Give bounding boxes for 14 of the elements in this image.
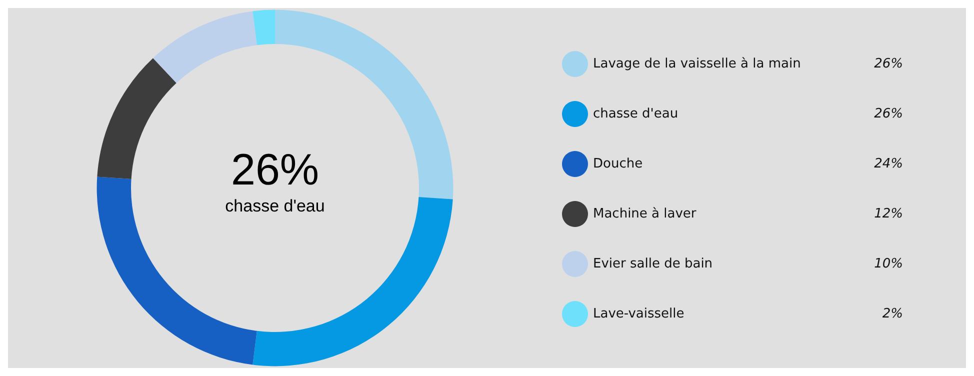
data-label: 2% (882, 306, 903, 322)
data-label: 26% (874, 56, 903, 72)
text: chasse d'eau (225, 196, 325, 216)
legend-label: Lavage de la vaisselle à la main (593, 56, 801, 72)
data-label: 24% (874, 156, 903, 172)
text: 26% (230, 146, 320, 194)
legend-label: Machine à laver (593, 206, 697, 222)
legend-label: Douche (593, 156, 643, 172)
data-label: 26% (874, 106, 903, 122)
legend-label: Evier salle de bain (593, 256, 713, 272)
data-label: 12% (874, 206, 903, 222)
legend-label: chasse d'eau (593, 106, 678, 122)
data-label: 10% (874, 256, 903, 272)
legend-label: Lave-vaisselle (593, 306, 684, 322)
